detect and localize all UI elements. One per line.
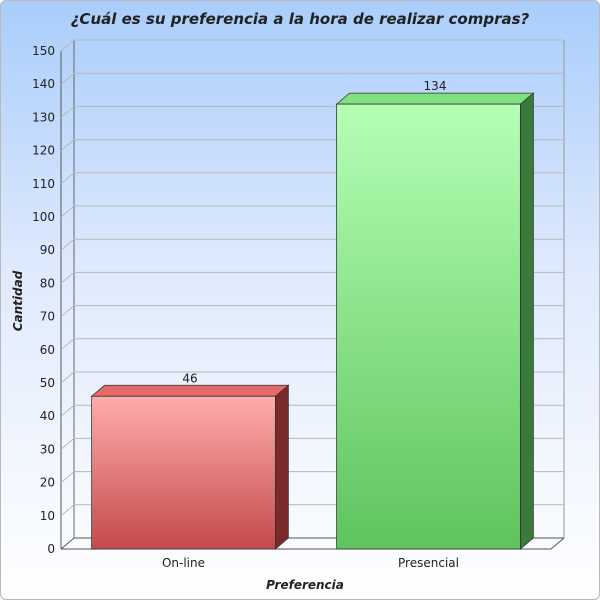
y-tick-label: 60 [40, 343, 55, 357]
bar-top [335, 92, 535, 105]
gridline [60, 72, 564, 85]
y-tick-label: 140 [32, 77, 55, 91]
bar [336, 103, 521, 550]
data-label: 46 [182, 371, 197, 385]
y-tick-label: 130 [32, 110, 55, 124]
bar-side [274, 384, 289, 550]
y-tick-label: 70 [40, 310, 55, 324]
bar [91, 395, 276, 550]
x-axis-title: Preferencia [266, 578, 344, 592]
y-tick-label: 120 [32, 144, 55, 158]
y-tick-label: 50 [40, 376, 55, 390]
x-axis-categories: On-line Presencial [162, 556, 459, 570]
y-axis-ticks: 0 10 20 30 40 50 60 70 80 90 100 110 120 130 140 150 [32, 44, 55, 556]
chart-title: ¿Cuál es su preferencia a la hora de rea… [71, 10, 530, 28]
y-tick-label: 150 [32, 44, 55, 58]
y-tick-label: 0 [47, 542, 55, 556]
y-tick-label: 90 [40, 243, 55, 257]
bars: 46 134 [90, 79, 535, 550]
y-tick-label: 10 [40, 509, 55, 523]
x-category-label: On-line [162, 556, 205, 570]
y-tick-label: 20 [40, 476, 55, 490]
floor-right-edge [550, 537, 565, 550]
y-tick-label: 40 [40, 409, 55, 423]
data-label: 134 [424, 79, 447, 93]
y-tick-label: 80 [40, 276, 55, 290]
y-axis-title: Cantidad [11, 270, 25, 331]
y-tick-label: 30 [40, 442, 55, 456]
y-tick-label: 110 [32, 177, 55, 191]
x-category-label: Presencial [398, 556, 459, 570]
y-tick-label: 100 [32, 210, 55, 224]
bar-top [90, 384, 290, 397]
gridline [60, 39, 564, 52]
bar-side [519, 92, 534, 550]
